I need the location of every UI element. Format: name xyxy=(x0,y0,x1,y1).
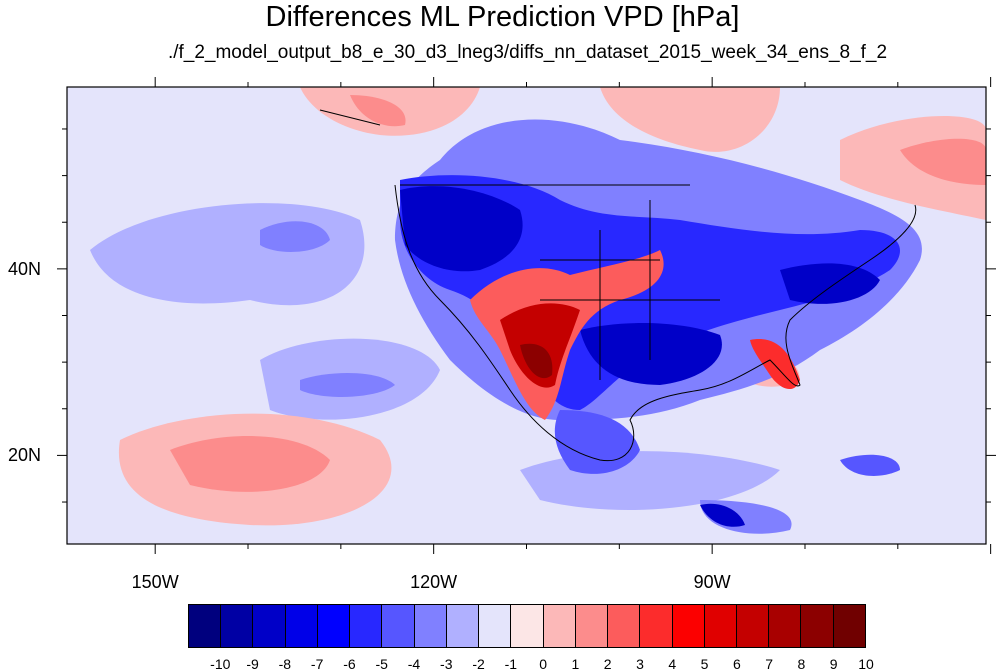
vpd-difference-map xyxy=(57,77,996,554)
colorbar-swatch xyxy=(672,605,705,647)
florida-red xyxy=(750,339,800,390)
southcentral-blue-core xyxy=(580,323,722,385)
mexico-blue xyxy=(554,410,640,474)
pacific-blue-core xyxy=(300,373,395,397)
colorbar-swatch xyxy=(769,605,802,647)
colorbar-label: -10 xyxy=(210,656,231,672)
canada-red-field xyxy=(600,87,780,152)
longitude-label: 120W xyxy=(410,572,458,592)
colorbar-label: 9 xyxy=(829,656,838,672)
colorbar-swatch xyxy=(253,605,286,647)
southwest-red-peak xyxy=(520,343,553,379)
colorbar-label: 1 xyxy=(571,656,580,672)
colorbar-label: -4 xyxy=(407,656,421,672)
colorbar-swatch xyxy=(189,605,222,647)
caribbean-blue-core xyxy=(840,454,900,476)
colorbar-swatch xyxy=(608,605,641,647)
colorbar-swatch xyxy=(285,605,318,647)
colorbar-swatch xyxy=(479,605,512,647)
colorbar-swatch xyxy=(414,605,447,647)
colorbar-label: 6 xyxy=(732,656,741,672)
longitude-label: 150W xyxy=(131,572,179,592)
colorbar-label: -5 xyxy=(375,656,388,672)
colorbar-swatch xyxy=(833,605,865,647)
colorbar-swatch xyxy=(511,605,544,647)
colorbar-label: 10 xyxy=(858,656,874,672)
colorbar-label: -2 xyxy=(472,656,485,672)
colorbar-label: -6 xyxy=(343,656,356,672)
colorbar xyxy=(188,604,866,648)
colorbar-label: 3 xyxy=(636,656,644,672)
plot-title: Differences ML Prediction VPD [hPa] xyxy=(265,1,740,33)
northwest-blue-core xyxy=(400,186,523,272)
latitude-label: 20N xyxy=(8,445,42,466)
plot-subtitle: ./f_2_model_output_b8_e_30_d3_lneg3/diff… xyxy=(167,42,888,63)
gulf-of-alaska-red-core xyxy=(350,95,406,127)
coastlines xyxy=(319,109,917,462)
longitude-label: 90W xyxy=(693,572,731,592)
colorbar-swatch xyxy=(801,605,834,647)
colorbar-label: 2 xyxy=(603,656,612,672)
colorbar-label: 5 xyxy=(700,656,709,672)
colorbar-label: -8 xyxy=(278,656,292,672)
colorbar-swatch xyxy=(543,605,576,647)
colorbar-swatch xyxy=(446,605,480,647)
colorbar-swatch xyxy=(221,605,254,647)
colorbar-swatch xyxy=(704,605,737,647)
colorbar-label: 7 xyxy=(765,656,774,672)
axis-ticks xyxy=(57,77,996,554)
latitude-label: 40N xyxy=(8,258,42,279)
colorbar-swatch xyxy=(575,605,609,647)
east-blue-core xyxy=(780,263,880,304)
colorbar-label: 4 xyxy=(668,656,677,672)
central-america-blue-core xyxy=(700,503,745,527)
pacific-blue-core-north xyxy=(260,221,330,252)
colorbar-swatch xyxy=(350,605,383,647)
colorbar-label: -9 xyxy=(246,656,259,672)
colorbar-label: -7 xyxy=(310,656,324,672)
atlantic-red-core xyxy=(900,138,986,185)
colorbar-swatch xyxy=(317,605,351,647)
colorbar-swatch xyxy=(736,605,770,647)
colorbar-label: 8 xyxy=(797,656,806,672)
central-pacific-red-core xyxy=(170,436,330,492)
colorbar-label: 0 xyxy=(539,656,548,672)
colorbar-label: -1 xyxy=(504,656,518,672)
colorbar-swatch xyxy=(382,605,415,647)
map-field xyxy=(67,87,986,544)
southwest-red-core xyxy=(500,303,580,388)
colorbar-swatch xyxy=(640,605,673,647)
colorbar-label: -3 xyxy=(440,656,453,672)
